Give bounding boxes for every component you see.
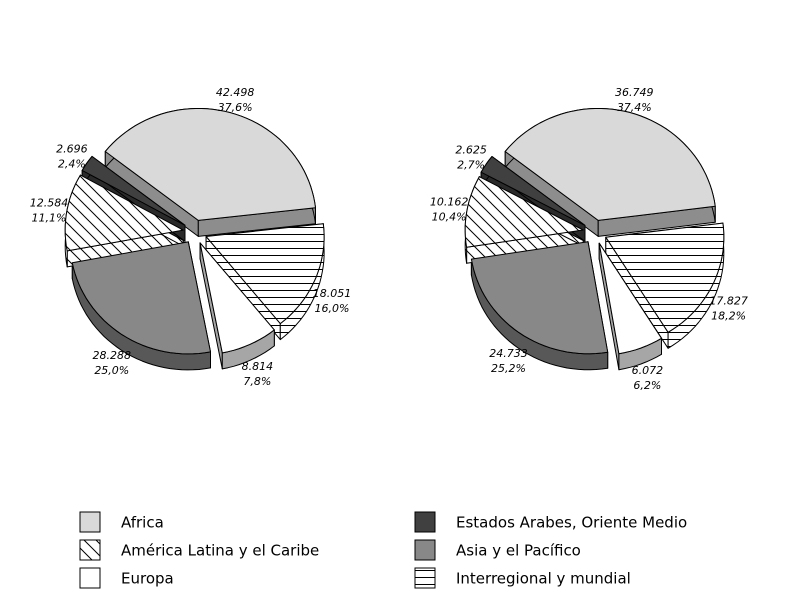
slice bbox=[598, 242, 662, 355]
value-label: 24.733 bbox=[489, 347, 528, 360]
value-label: 28.288 bbox=[93, 349, 132, 362]
slice bbox=[504, 108, 716, 221]
legend-label: Interregional y mundial bbox=[456, 570, 631, 588]
legend-label: Estados Arabes, Oriente Medio bbox=[456, 514, 687, 532]
legend-swatch bbox=[414, 511, 436, 533]
legend-swatch bbox=[414, 539, 436, 561]
slice bbox=[104, 108, 316, 221]
percent-label: 6,2% bbox=[633, 379, 661, 392]
percent-label: 2,7% bbox=[457, 159, 485, 172]
percent-label: 10,4% bbox=[432, 211, 467, 224]
pie bbox=[64, 108, 325, 371]
legend-label: América Latina y el Caribe bbox=[121, 542, 319, 560]
slice bbox=[71, 241, 211, 355]
legend-swatch bbox=[79, 539, 101, 561]
pie-tops bbox=[64, 108, 325, 355]
slice bbox=[81, 155, 186, 226]
value-label: 36.749 bbox=[615, 86, 654, 99]
pie-tops bbox=[464, 108, 725, 355]
percent-label: 25,0% bbox=[94, 364, 129, 377]
percent-label: 37,4% bbox=[617, 101, 652, 114]
percent-label: 37,6% bbox=[218, 101, 253, 114]
legend-label: Asia y el Pacífico bbox=[456, 542, 581, 560]
value-label: 8.814 bbox=[242, 360, 274, 373]
slice bbox=[480, 156, 586, 226]
percent-label: 7,8% bbox=[243, 375, 271, 388]
percent-label: 18,2% bbox=[711, 309, 746, 322]
legend-swatch bbox=[414, 567, 436, 589]
value-label: 12.584 bbox=[30, 197, 69, 210]
pie bbox=[464, 108, 725, 371]
slice bbox=[605, 222, 725, 333]
legend-label: Europa bbox=[121, 570, 174, 588]
value-label: 2.625 bbox=[455, 144, 487, 157]
legend-swatch bbox=[79, 511, 101, 533]
percent-label: 2,4% bbox=[58, 157, 86, 170]
percent-label: 11,1% bbox=[32, 212, 67, 225]
value-label: 17.827 bbox=[709, 294, 748, 307]
value-label: 42.498 bbox=[216, 86, 255, 99]
value-label: 2.696 bbox=[56, 142, 88, 155]
value-label: 6.072 bbox=[632, 364, 664, 377]
slice bbox=[464, 176, 584, 248]
slice bbox=[199, 242, 275, 354]
legend-label: Africa bbox=[121, 514, 164, 532]
percent-label: 25,2% bbox=[491, 362, 526, 375]
value-label: 18.051 bbox=[313, 287, 352, 300]
percent-label: 16,0% bbox=[315, 302, 350, 315]
value-label: 10.162 bbox=[430, 196, 469, 209]
legend-swatch bbox=[79, 567, 101, 589]
slice bbox=[64, 174, 184, 252]
slice bbox=[205, 223, 325, 325]
slice bbox=[470, 241, 609, 355]
